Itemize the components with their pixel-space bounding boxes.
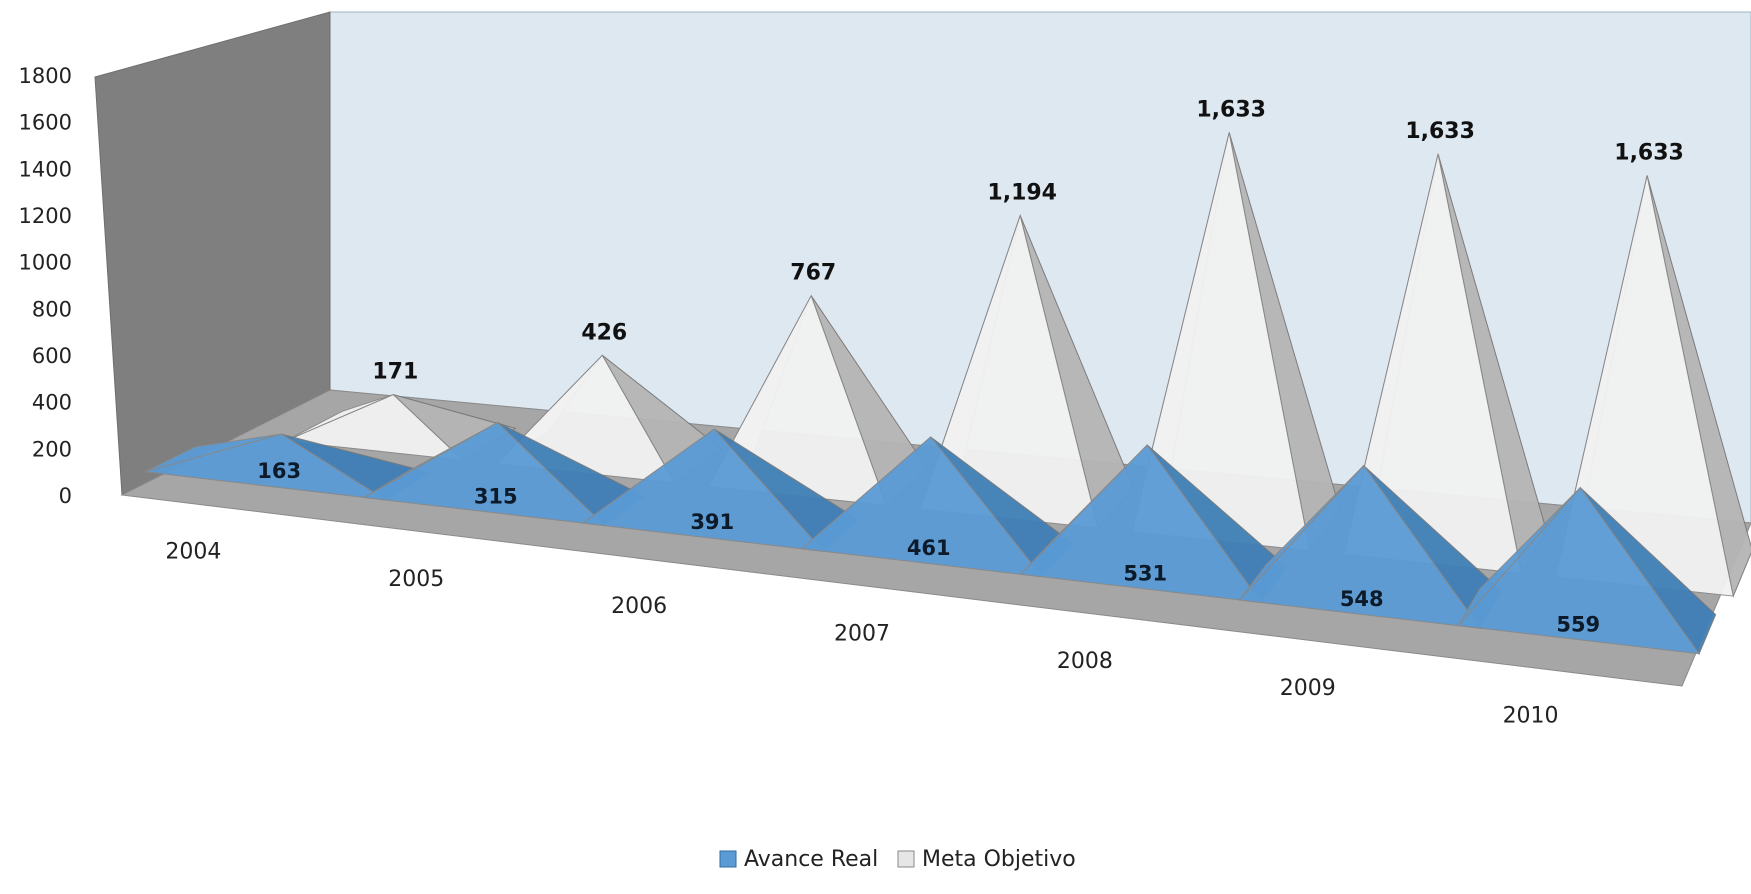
real-pyramid	[362, 421, 646, 527]
meta-data-label: 426	[581, 320, 627, 345]
x-tick-label: 2006	[611, 594, 667, 619]
x-tick-label: 2009	[1280, 676, 1336, 701]
real-data-label: 559	[1556, 613, 1600, 637]
pyramids: 171 426 767 1,194 1,633 1,633 1,633 163 315 391 46…	[144, 98, 1751, 655]
y-tick-label: 1200	[19, 204, 72, 228]
legend-swatch-avance-real	[719, 850, 737, 868]
legend-label-meta-objetivo: Meta Objetivo	[922, 847, 1076, 872]
real-data-label: 461	[907, 536, 951, 560]
real-data-label: 391	[690, 510, 734, 534]
meta-data-label: 1,633	[1196, 98, 1266, 123]
meta-data-label: 767	[790, 261, 836, 286]
y-tick-label: 200	[32, 437, 72, 461]
meta-data-label: 1,633	[1614, 141, 1684, 166]
y-tick-label: 1000	[19, 251, 72, 275]
y-tick-label: 400	[32, 391, 72, 415]
x-tick-label: 2005	[388, 567, 444, 592]
x-tick-label: 2007	[834, 622, 890, 647]
meta-data-label: 171	[372, 360, 418, 385]
meta-data-label: 1,633	[1405, 119, 1475, 144]
legend-swatch-meta-objetivo	[897, 850, 915, 868]
real-pyramid-front-face	[362, 421, 607, 527]
legend: Avance Real Meta Objetivo	[719, 847, 1076, 872]
meta-pyramid	[1131, 132, 1341, 553]
meta-data-label: 1,194	[987, 181, 1057, 206]
real-data-label: 548	[1340, 587, 1384, 611]
real-pyramid	[1019, 444, 1288, 604]
real-pyramid-front-face	[1238, 464, 1482, 629]
real-pyramid-front-face	[1019, 444, 1263, 604]
meta-pyramid	[1554, 175, 1751, 598]
real-pyramid	[581, 428, 860, 553]
real-pyramid	[1238, 464, 1503, 630]
y-tick-label: 800	[32, 297, 72, 321]
y-axis: 0 200 400 600 800 1000 1200 1400 1600 1800	[19, 64, 72, 508]
real-pyramid-front-face	[1457, 486, 1701, 655]
real-pyramid-front-face	[581, 428, 825, 552]
y-tick-label: 1400	[19, 157, 72, 181]
x-tick-label: 2010	[1503, 703, 1559, 728]
y-tick-label: 600	[32, 344, 72, 368]
y-tick-label: 1600	[19, 111, 72, 135]
y-tick-label: 1800	[19, 64, 72, 88]
y-tick-label: 0	[59, 484, 72, 508]
x-axis: 2004 2005 2006 2007 2008 2009 2010	[165, 540, 1558, 729]
x-tick-label: 2004	[165, 540, 221, 565]
real-pyramid-front-face	[800, 436, 1044, 578]
legend-label-avance-real: Avance Real	[744, 847, 878, 872]
real-data-label: 315	[474, 485, 518, 509]
real-pyramid	[1457, 486, 1717, 655]
real-pyramid	[800, 436, 1074, 578]
real-data-label: 531	[1123, 561, 1167, 585]
real-data-label: 163	[257, 459, 301, 483]
x-tick-label: 2008	[1057, 649, 1113, 674]
meta-pyramid-front-face	[283, 394, 465, 461]
meta-pyramid	[1343, 153, 1547, 575]
real-pyramid-front-face	[144, 433, 387, 501]
